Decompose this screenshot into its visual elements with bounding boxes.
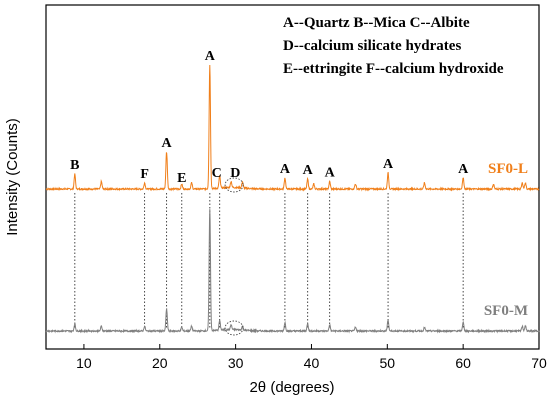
legend: A--Quartz B--Mica C--Albite D--calcium s… bbox=[283, 15, 504, 77]
legend-line-1: A--Quartz B--Mica C--Albite bbox=[283, 15, 470, 31]
highlight-circles bbox=[224, 177, 244, 336]
x-tick-label: 50 bbox=[380, 355, 396, 371]
peak-label: A bbox=[205, 49, 216, 64]
peak-label: D bbox=[230, 166, 240, 181]
reference-lines bbox=[74, 193, 464, 328]
peak-label: E bbox=[177, 171, 186, 186]
peak-label: B bbox=[70, 158, 79, 173]
x-tick-label: 60 bbox=[455, 355, 471, 371]
x-tick-label: 10 bbox=[76, 355, 92, 371]
legend-line-3: E--ettringite F--calcium hydroxide bbox=[283, 61, 504, 77]
series-labels: SF0-L SF0-M bbox=[484, 161, 528, 319]
peak-label: A bbox=[383, 157, 394, 172]
x-tick-label: 40 bbox=[304, 355, 320, 371]
y-axis-title: Intensity (Counts) bbox=[4, 118, 21, 236]
series-line-sf0-l bbox=[45, 64, 540, 192]
series-label-sf0-l: SF0-L bbox=[488, 161, 528, 177]
x-tick-label: 30 bbox=[228, 355, 244, 371]
series-label-sf0-m: SF0-M bbox=[484, 303, 528, 319]
peak-label: A bbox=[303, 163, 314, 178]
peak-label: A bbox=[162, 136, 173, 151]
plot-frame bbox=[45, 4, 540, 350]
highlight-circle bbox=[224, 320, 244, 336]
peak-label: A bbox=[280, 162, 291, 177]
peak-label: C bbox=[212, 166, 222, 181]
peak-label: A bbox=[458, 162, 469, 177]
highlight-circle bbox=[224, 177, 244, 193]
peak-label: A bbox=[325, 166, 336, 181]
series-layer bbox=[45, 64, 540, 334]
x-axis-ticks: 10 20 30 40 50 60 70 bbox=[76, 344, 547, 371]
x-tick-label: 70 bbox=[531, 355, 547, 371]
x-axis-title: 2θ (degrees) bbox=[249, 379, 334, 396]
series-line-sf0-m bbox=[45, 209, 540, 334]
x-tick-label: 20 bbox=[152, 355, 168, 371]
peak-label: F bbox=[140, 167, 149, 182]
legend-line-2: D--calcium silicate hydrates bbox=[283, 38, 461, 54]
